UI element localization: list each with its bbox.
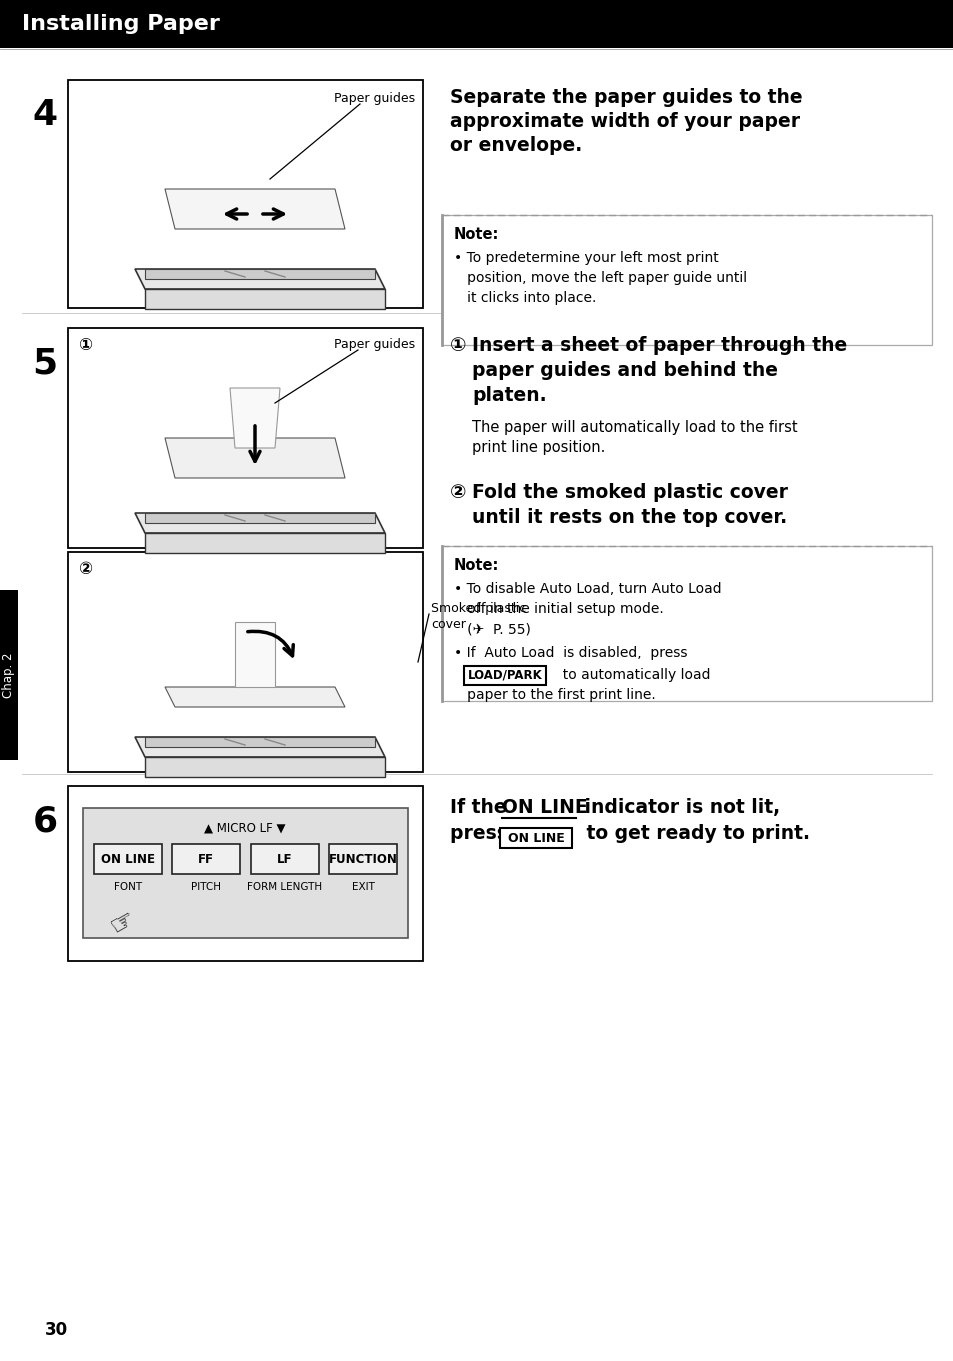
Polygon shape	[135, 738, 385, 757]
Text: ②: ②	[78, 559, 92, 578]
Text: Fold the smoked plastic cover: Fold the smoked plastic cover	[472, 483, 787, 502]
Polygon shape	[234, 622, 274, 687]
Text: FUNCTION: FUNCTION	[329, 852, 397, 866]
Text: • If  Auto Load  is disabled,  press: • If Auto Load is disabled, press	[454, 646, 687, 660]
Polygon shape	[145, 269, 375, 279]
Text: ②: ②	[450, 483, 466, 502]
Text: indicator is not lit,: indicator is not lit,	[578, 798, 780, 817]
Text: The paper will automatically load to the first: The paper will automatically load to the…	[472, 421, 797, 436]
Text: platen.: platen.	[472, 387, 546, 406]
Text: • To disable Auto Load, turn Auto Load: • To disable Auto Load, turn Auto Load	[454, 583, 720, 596]
Text: ▲ MICRO LF ▼: ▲ MICRO LF ▼	[204, 822, 286, 836]
Text: Note:: Note:	[454, 558, 498, 573]
Text: ①: ①	[450, 336, 466, 355]
Text: PITCH: PITCH	[191, 882, 221, 891]
Polygon shape	[165, 189, 345, 229]
Text: it clicks into place.: it clicks into place.	[454, 291, 596, 305]
FancyBboxPatch shape	[68, 553, 422, 772]
Polygon shape	[145, 513, 375, 523]
Text: FORM LENGTH: FORM LENGTH	[247, 882, 322, 891]
Text: If the: If the	[450, 798, 513, 817]
Polygon shape	[135, 513, 385, 534]
FancyBboxPatch shape	[463, 666, 545, 685]
Text: Smoked plastic: Smoked plastic	[431, 602, 526, 615]
Text: ON LINE: ON LINE	[507, 832, 564, 844]
FancyBboxPatch shape	[68, 80, 422, 308]
FancyBboxPatch shape	[329, 844, 397, 874]
Text: • To predetermine your left most print: • To predetermine your left most print	[454, 250, 718, 265]
Polygon shape	[145, 738, 375, 747]
Text: press: press	[450, 823, 514, 842]
Text: 5: 5	[32, 346, 57, 380]
Text: cover: cover	[431, 618, 465, 632]
Polygon shape	[165, 687, 345, 706]
Text: Installing Paper: Installing Paper	[22, 14, 219, 34]
FancyBboxPatch shape	[93, 844, 161, 874]
Text: Insert a sheet of paper through the: Insert a sheet of paper through the	[472, 336, 846, 355]
Text: paper to the first print line.: paper to the first print line.	[454, 689, 655, 702]
Text: ☞: ☞	[105, 904, 140, 940]
Text: paper guides and behind the: paper guides and behind the	[472, 361, 778, 380]
FancyBboxPatch shape	[83, 808, 408, 938]
FancyBboxPatch shape	[68, 787, 422, 961]
Text: position, move the left paper guide until: position, move the left paper guide unti…	[454, 271, 746, 284]
Polygon shape	[135, 269, 385, 289]
Text: print line position.: print line position.	[472, 440, 605, 455]
Text: ON LINE: ON LINE	[100, 852, 154, 866]
FancyBboxPatch shape	[68, 328, 422, 548]
FancyBboxPatch shape	[441, 215, 931, 344]
Text: ON LINE: ON LINE	[501, 798, 587, 817]
FancyBboxPatch shape	[499, 827, 572, 848]
Text: (✈  P. 55): (✈ P. 55)	[454, 622, 530, 636]
Polygon shape	[145, 534, 385, 553]
Polygon shape	[145, 289, 385, 309]
FancyBboxPatch shape	[0, 0, 953, 48]
Text: EXIT: EXIT	[352, 882, 375, 891]
Text: 6: 6	[32, 804, 57, 838]
Polygon shape	[230, 388, 280, 448]
Text: or envelope.: or envelope.	[450, 136, 581, 155]
Text: approximate width of your paper: approximate width of your paper	[450, 112, 800, 131]
FancyBboxPatch shape	[172, 844, 240, 874]
Text: ①: ①	[78, 336, 92, 354]
Polygon shape	[165, 438, 345, 478]
FancyBboxPatch shape	[251, 844, 318, 874]
Text: Note:: Note:	[454, 227, 498, 242]
Text: to automatically load: to automatically load	[554, 668, 710, 682]
Text: FONT: FONT	[113, 882, 141, 891]
Text: Chap. 2: Chap. 2	[3, 652, 15, 698]
Text: Paper guides: Paper guides	[334, 93, 415, 105]
FancyBboxPatch shape	[441, 546, 931, 701]
Text: Separate the paper guides to the: Separate the paper guides to the	[450, 88, 801, 108]
FancyBboxPatch shape	[0, 591, 18, 759]
Text: FF: FF	[198, 852, 214, 866]
Text: to get ready to print.: to get ready to print.	[579, 823, 809, 842]
Text: 30: 30	[45, 1322, 68, 1339]
Text: Paper guides: Paper guides	[334, 338, 415, 351]
Text: off in the initial setup mode.: off in the initial setup mode.	[454, 602, 663, 617]
Text: 4: 4	[32, 98, 57, 132]
Text: LOAD/PARK: LOAD/PARK	[467, 668, 542, 682]
Text: until it rests on the top cover.: until it rests on the top cover.	[472, 508, 786, 527]
Text: LF: LF	[276, 852, 293, 866]
Polygon shape	[145, 757, 385, 777]
